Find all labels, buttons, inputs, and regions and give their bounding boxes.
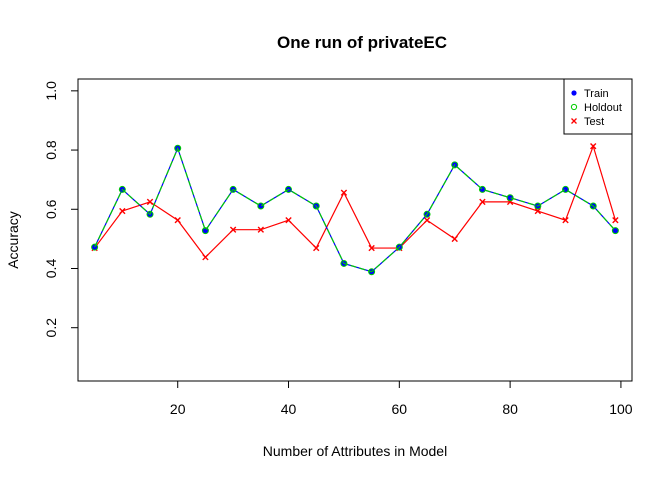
legend-marker-train (571, 90, 577, 96)
chart-title: One run of privateEC (277, 33, 447, 52)
point-test (119, 207, 126, 215)
point-test (285, 217, 292, 224)
legend-label-train: Train (584, 88, 609, 100)
point-holdout (395, 243, 403, 251)
y-tick-label: 0.6 (43, 199, 59, 219)
point-holdout (257, 202, 265, 210)
x-tick-label: 60 (392, 401, 408, 417)
point-holdout (312, 202, 320, 210)
point-holdout (611, 227, 619, 235)
point-holdout (285, 185, 293, 193)
legend-box (563, 78, 633, 135)
point-test (202, 254, 209, 261)
point-holdout (91, 243, 99, 251)
plot-frame (77, 78, 633, 382)
series-line-holdout (94, 146, 616, 273)
y-tick-label: 0.4 (43, 259, 59, 279)
series-test (91, 143, 619, 261)
point-holdout (478, 185, 486, 193)
legend: Train Holdout Test (563, 78, 633, 135)
point-train (507, 194, 514, 201)
point-holdout (506, 194, 514, 202)
point-test (562, 217, 569, 224)
point-holdout (534, 202, 542, 210)
point-holdout (174, 144, 182, 152)
point-holdout (368, 268, 376, 276)
point-test (174, 217, 181, 224)
point-test (451, 235, 458, 243)
y-tick-label: 1.0 (43, 81, 59, 101)
point-holdout (201, 227, 209, 235)
x-tick-label: 80 (502, 401, 518, 417)
point-holdout (229, 185, 237, 193)
x-tick-label: 20 (170, 401, 186, 417)
y-tick-label: 0.2 (43, 318, 59, 338)
point-holdout (451, 161, 459, 169)
legend-marker-test (571, 118, 577, 124)
y-axis: 0.2 0.4 0.6 0.8 1.0 (43, 81, 79, 338)
legend-marker-holdout (570, 103, 578, 111)
y-tick-label: 0.8 (43, 140, 59, 160)
point-test (590, 143, 597, 150)
series-line-test (94, 144, 616, 259)
series-layer (91, 143, 619, 276)
x-tick-label: 40 (281, 401, 297, 417)
point-test (340, 189, 348, 196)
point-holdout (562, 185, 570, 193)
point-test (257, 226, 265, 233)
y-axis-label: Accuracy (5, 211, 21, 269)
point-holdout (423, 210, 431, 218)
point-test (612, 217, 619, 224)
point-test (229, 226, 237, 233)
point-train (91, 244, 98, 251)
point-test (534, 207, 542, 215)
point-test (479, 198, 486, 206)
point-test (368, 244, 375, 252)
point-holdout (118, 185, 126, 193)
point-test (313, 244, 320, 252)
point-holdout (589, 202, 597, 210)
point-test (146, 198, 154, 206)
legend-label-holdout: Holdout (584, 102, 622, 114)
x-axis: 20 40 60 80 100 (170, 380, 633, 417)
series-holdout (91, 144, 619, 276)
point-holdout (340, 259, 348, 267)
point-train (612, 227, 619, 234)
legend-label-test: Test (584, 116, 604, 128)
point-holdout (146, 210, 154, 218)
x-axis-label: Number of Attributes in Model (263, 443, 447, 459)
x-tick-label: 100 (609, 401, 633, 417)
point-test (423, 217, 431, 224)
